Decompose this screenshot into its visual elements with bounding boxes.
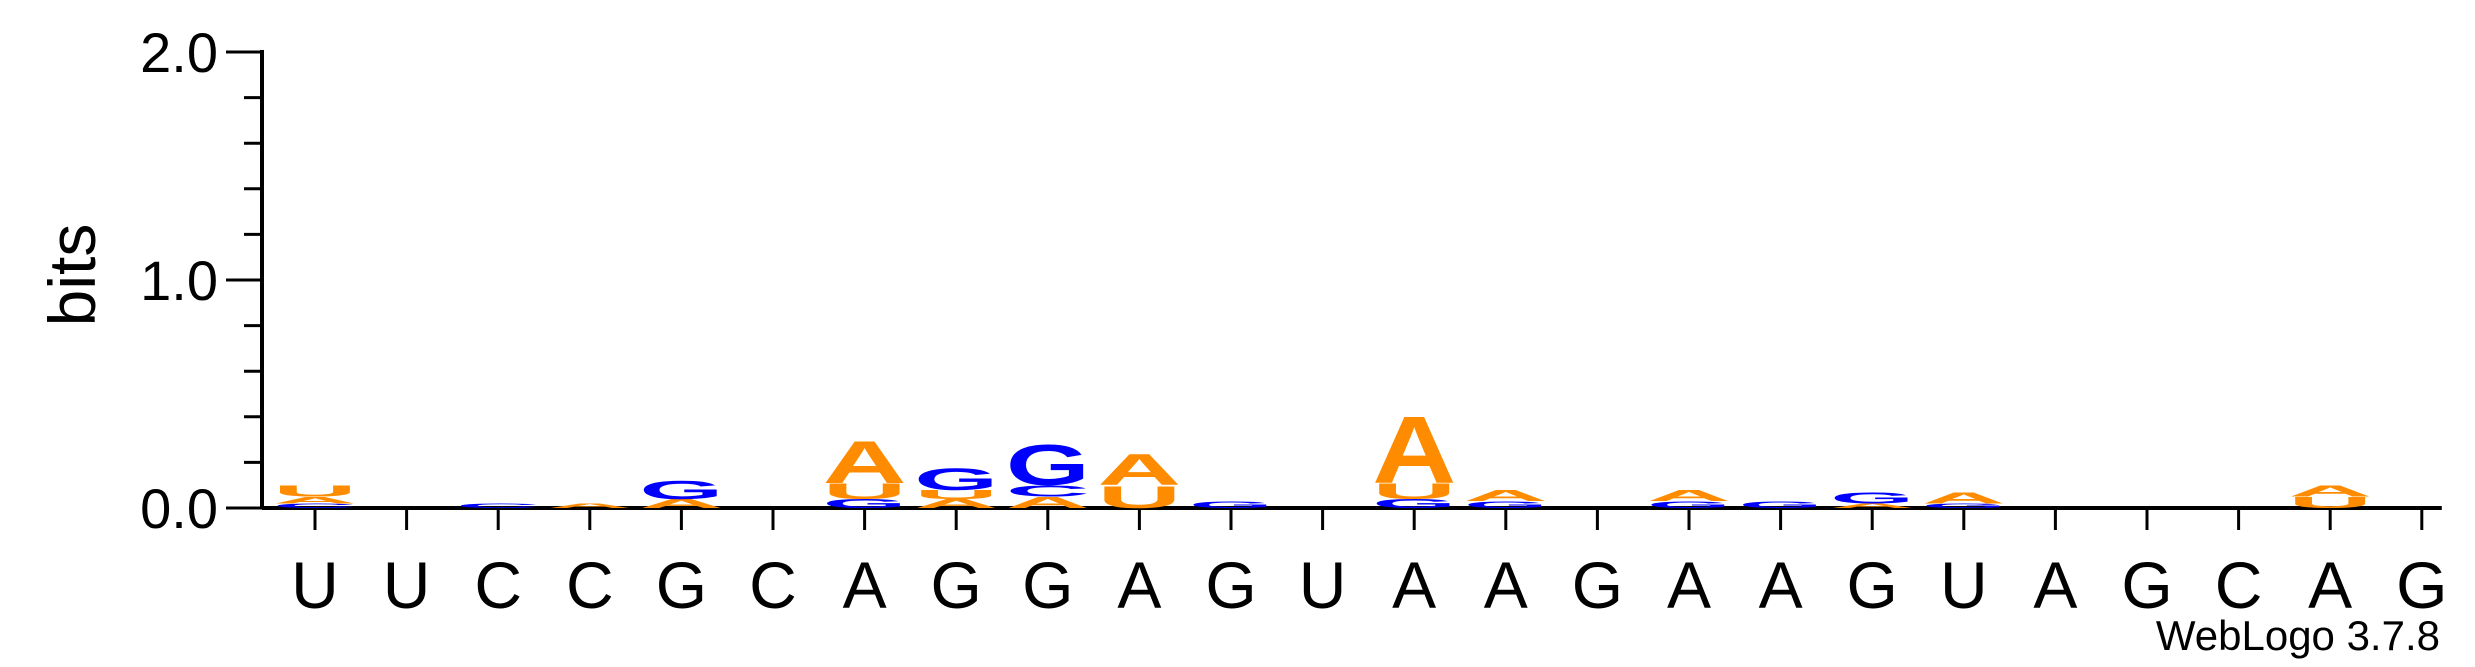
y-tick-label: 2.0	[140, 21, 218, 84]
logo-letter-a: A	[914, 496, 998, 510]
logo-letter-a: A	[1922, 489, 2006, 507]
sequence-label: G	[1022, 548, 1073, 622]
logo-letter-c: C	[456, 502, 540, 509]
sequence-label: G	[2396, 548, 2447, 622]
axes	[226, 50, 2442, 530]
logo-letter-a: A	[548, 502, 632, 509]
logo-letter-a: A	[1097, 445, 1181, 495]
logo-letter-c: C	[273, 502, 357, 509]
logo-letter-g: G	[1464, 500, 1548, 511]
logo-letter-a: A	[1464, 487, 1548, 505]
logo-letter-g: G	[914, 461, 998, 497]
sequence-label: G	[1847, 548, 1898, 622]
sequence-label: A	[2308, 548, 2352, 622]
sequence-label: A	[843, 548, 887, 622]
logo-letter-a: A	[1006, 494, 1090, 512]
sequence-label: U	[383, 548, 431, 622]
sequence-label: G	[1572, 548, 1623, 622]
logo-letter-a: A	[273, 495, 357, 506]
logo-letter-g: G	[1739, 500, 1823, 511]
logo-letter-a: A	[1647, 487, 1731, 505]
sequence-label: A	[1392, 548, 1436, 622]
logo-letter-g: G	[1830, 489, 1914, 507]
sequence-label: U	[291, 548, 339, 622]
logo-letter-a: A	[639, 496, 723, 510]
logo-letter-a: A	[1372, 397, 1456, 504]
logo-letter-a: A	[1830, 502, 1914, 509]
sequence-label: A	[1484, 548, 1528, 622]
logo-letter-g: G	[1647, 500, 1731, 511]
logo-letter-u: U	[1372, 479, 1456, 504]
sequence-label: G	[931, 548, 982, 622]
sequence-label: U	[1940, 548, 1988, 622]
y-axis-label: bits	[35, 224, 109, 327]
sequence-label: A	[2033, 548, 2077, 622]
sequence-label: G	[1205, 548, 1256, 622]
y-tick-label: 0.0	[140, 477, 218, 540]
logo-letter-a: A	[2288, 482, 2372, 500]
sequence-label: A	[1667, 548, 1711, 622]
logo-letter-g: G	[1189, 500, 1273, 511]
sequence-label: C	[474, 548, 522, 622]
logo-letter-g: G	[1372, 497, 1456, 511]
logo-letter-u: U	[823, 479, 907, 504]
logo-letter-g: G	[823, 497, 907, 511]
logo-letter-c: C	[1006, 482, 1090, 500]
logo-letter-u: U	[914, 487, 998, 501]
weblogo-credit: WebLogo 3.7.8	[2156, 612, 2440, 659]
sequence-label: C	[749, 548, 797, 622]
y-tick-labels: 0.0 1.0 2.0	[140, 21, 218, 540]
sequence-label: C	[2215, 548, 2263, 622]
logo-letter-u: U	[2288, 494, 2372, 512]
logo-letter-a: A	[823, 428, 907, 496]
sequence-label: G	[656, 548, 707, 622]
logo-letter-g: G	[1006, 434, 1090, 498]
logo-letter-g: G	[1922, 502, 2006, 509]
logo-letter-g: G	[639, 476, 723, 505]
sequence-label: U	[1299, 548, 1347, 622]
logo-letter-u: U	[1097, 480, 1181, 515]
sequence-label: G	[2121, 548, 2172, 622]
y-tick-label: 1.0	[140, 249, 218, 312]
sequence-label: A	[1117, 548, 1161, 622]
logo-letter-u: U	[273, 482, 357, 500]
sequence-label: C	[566, 548, 614, 622]
sequence-label: A	[1759, 548, 1803, 622]
